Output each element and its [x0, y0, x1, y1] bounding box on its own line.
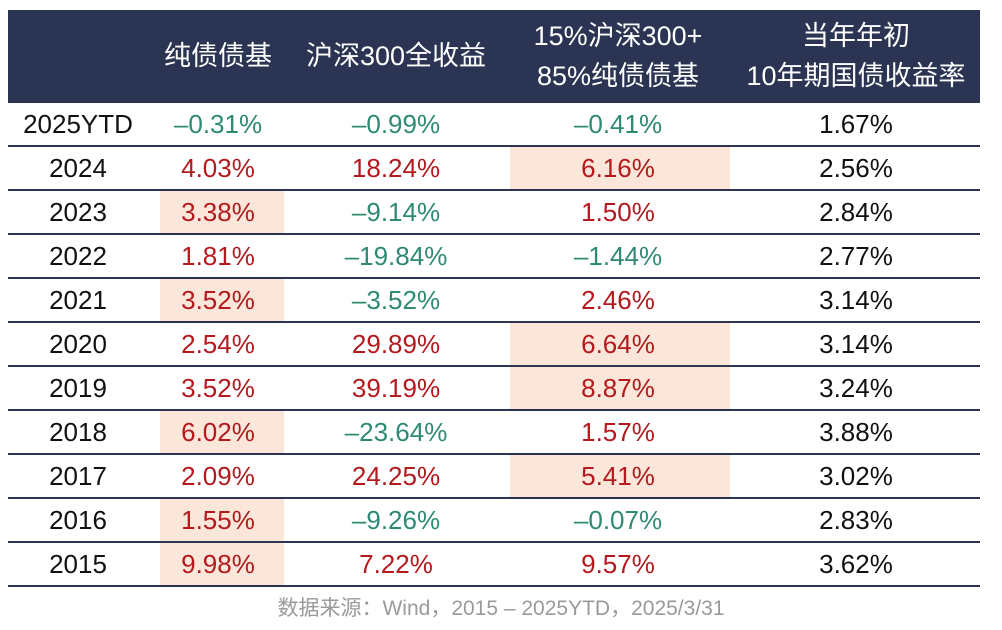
cell-cgb10y: 2.77% — [732, 233, 980, 278]
cell-year: 2016 — [8, 497, 148, 542]
table-body: 2025YTD –0.31% –0.99% –0.41% 1.67% 2024 4.03% 1… — [8, 101, 980, 587]
cell-bond: 3.38% — [148, 189, 288, 234]
table-row: 2020 2.54% 29.89% 6.64% 3.14% — [8, 321, 980, 366]
cell-cgb10y: 3.24% — [732, 365, 980, 410]
cell-bond: –0.31% — [148, 101, 288, 146]
table-row: 2023 3.38% –9.14% 1.50% 2.84% — [8, 189, 980, 234]
cell-year: 2022 — [8, 233, 148, 278]
table-row: 2016 1.55% –9.26% –0.07% 2.83% — [8, 497, 980, 542]
cell-year: 2019 — [8, 365, 148, 410]
cell-cgb10y: 3.14% — [732, 321, 980, 366]
cell-cgb10y: 3.62% — [732, 541, 980, 587]
header-mix-line2: 85%纯债债基 — [536, 60, 700, 91]
cell-mix: 9.57% — [504, 541, 732, 587]
cell-mix: 5.41% — [504, 453, 732, 498]
cell-csi300: –19.84% — [288, 233, 504, 278]
table-row: 2017 2.09% 24.25% 5.41% 3.02% — [8, 453, 980, 498]
table-header-row: 纯债债基 沪深300全收益 15%沪深300+ 85%纯债债基 当年年初 10年… — [8, 10, 980, 102]
returns-table-container: 纯债债基 沪深300全收益 15%沪深300+ 85%纯债债基 当年年初 10年… — [8, 10, 980, 587]
cell-cgb10y: 1.67% — [732, 101, 980, 146]
cell-csi300: –0.99% — [288, 101, 504, 146]
cell-mix: 8.87% — [504, 365, 732, 410]
cell-year: 2021 — [8, 277, 148, 322]
header-csi300-line1: 沪深300全收益 — [305, 40, 487, 71]
cell-csi300: 39.19% — [288, 365, 504, 410]
cell-mix: –0.07% — [504, 497, 732, 542]
header-cgb10y: 当年年初 10年期国债收益率 — [732, 10, 980, 102]
cell-bond: 2.09% — [148, 453, 288, 498]
cell-mix: 6.64% — [504, 321, 732, 366]
cell-cgb10y: 2.83% — [732, 497, 980, 542]
cell-cgb10y: 2.84% — [732, 189, 980, 234]
cell-bond: 9.98% — [148, 541, 288, 587]
cell-bond: 2.54% — [148, 321, 288, 366]
header-cgb10y-line1: 当年年初 — [802, 20, 910, 51]
cell-csi300: 29.89% — [288, 321, 504, 366]
cell-mix: –0.41% — [504, 101, 732, 146]
cell-csi300: –9.26% — [288, 497, 504, 542]
cell-bond: 1.81% — [148, 233, 288, 278]
returns-table: 纯债债基 沪深300全收益 15%沪深300+ 85%纯债债基 当年年初 10年… — [8, 10, 980, 587]
cell-mix: 1.57% — [504, 409, 732, 454]
cell-csi300: –9.14% — [288, 189, 504, 234]
cell-year: 2015 — [8, 541, 148, 587]
table-row: 2024 4.03% 18.24% 6.16% 2.56% — [8, 145, 980, 190]
table-row: 2015 9.98% 7.22% 9.57% 3.62% — [8, 541, 980, 587]
header-bond-fund-line1: 纯债债基 — [164, 40, 272, 71]
cell-bond: 3.52% — [148, 277, 288, 322]
cell-year: 2023 — [8, 189, 148, 234]
cell-mix: 1.50% — [504, 189, 732, 234]
cell-year: 2020 — [8, 321, 148, 366]
header-csi300: 沪深300全收益 — [288, 10, 504, 102]
cell-csi300: –23.64% — [288, 409, 504, 454]
cell-year: 2025YTD — [8, 101, 148, 146]
cell-year: 2017 — [8, 453, 148, 498]
table-row: 2021 3.52% –3.52% 2.46% 3.14% — [8, 277, 980, 322]
cell-mix: 6.16% — [504, 145, 732, 190]
table-row: 2019 3.52% 39.19% 8.87% 3.24% — [8, 365, 980, 410]
table-row: 2018 6.02% –23.64% 1.57% 3.88% — [8, 409, 980, 454]
header-year — [8, 10, 148, 102]
header-mix: 15%沪深300+ 85%纯债债基 — [504, 10, 732, 102]
cell-bond: 3.52% — [148, 365, 288, 410]
cell-csi300: 7.22% — [288, 541, 504, 587]
cell-cgb10y: 3.14% — [732, 277, 980, 322]
cell-csi300: 24.25% — [288, 453, 504, 498]
cell-cgb10y: 3.02% — [732, 453, 980, 498]
cell-bond: 4.03% — [148, 145, 288, 190]
cell-year: 2018 — [8, 409, 148, 454]
cell-csi300: –3.52% — [288, 277, 504, 322]
cell-mix: 2.46% — [504, 277, 732, 322]
header-bond-fund: 纯债债基 — [148, 10, 288, 102]
cell-csi300: 18.24% — [288, 145, 504, 190]
table-row: 2022 1.81% –19.84% –1.44% 2.77% — [8, 233, 980, 278]
cell-bond: 6.02% — [148, 409, 288, 454]
cell-bond: 1.55% — [148, 497, 288, 542]
cell-year: 2024 — [8, 145, 148, 190]
cell-mix: –1.44% — [504, 233, 732, 278]
cell-cgb10y: 3.88% — [732, 409, 980, 454]
source-note: 数据来源：Wind，2015 – 2025YTD，2025/3/31 — [277, 597, 725, 620]
header-cgb10y-line2: 10年期国债收益率 — [746, 60, 966, 91]
header-mix-line1: 15%沪深300+ — [533, 20, 703, 51]
cell-cgb10y: 2.56% — [732, 145, 980, 190]
table-row: 2025YTD –0.31% –0.99% –0.41% 1.67% — [8, 101, 980, 146]
